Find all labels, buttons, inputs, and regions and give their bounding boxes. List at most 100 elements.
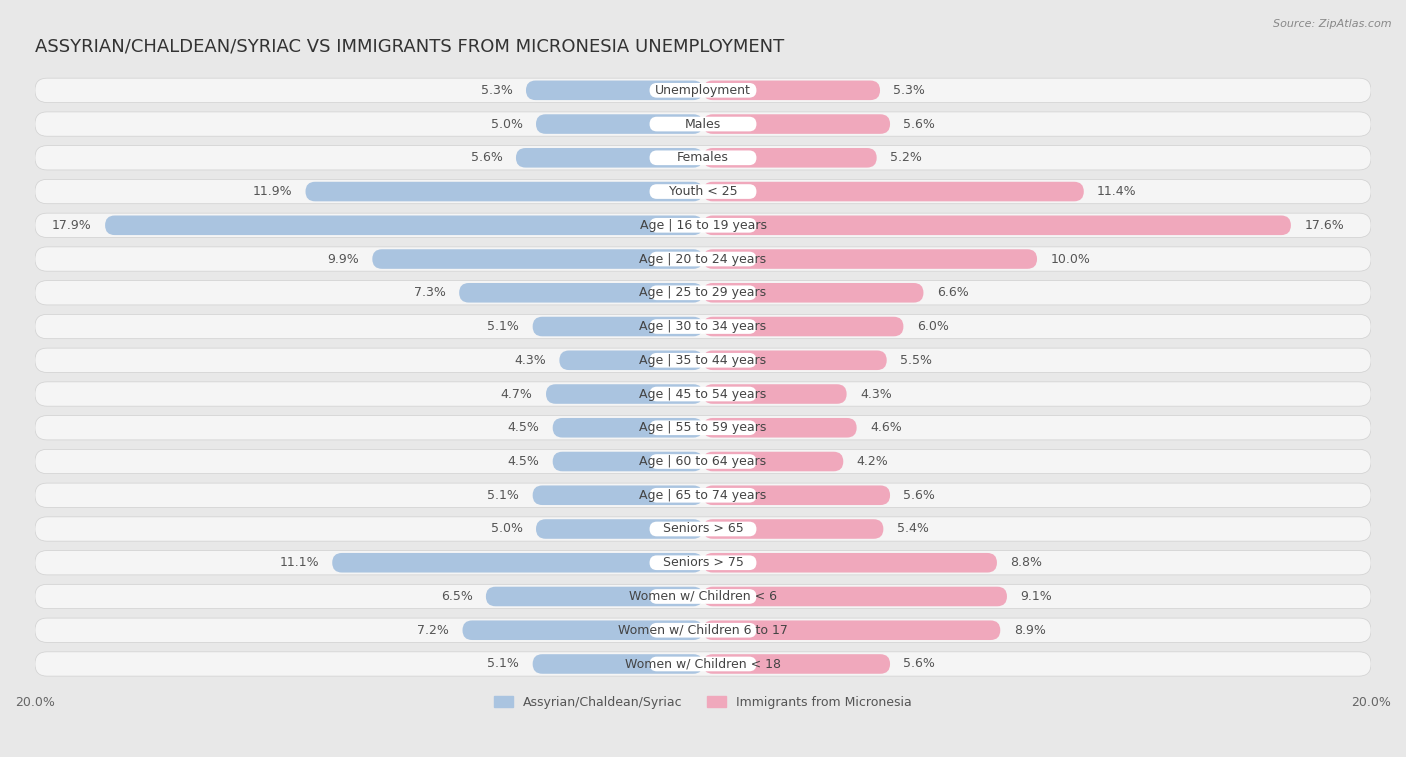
FancyBboxPatch shape [650, 184, 756, 199]
Text: 5.5%: 5.5% [900, 354, 932, 367]
Text: 5.6%: 5.6% [904, 117, 935, 130]
FancyBboxPatch shape [105, 216, 703, 235]
Text: 6.5%: 6.5% [440, 590, 472, 603]
FancyBboxPatch shape [650, 556, 756, 570]
FancyBboxPatch shape [536, 114, 703, 134]
Text: Age | 35 to 44 years: Age | 35 to 44 years [640, 354, 766, 367]
FancyBboxPatch shape [546, 385, 703, 403]
Text: 7.3%: 7.3% [413, 286, 446, 299]
FancyBboxPatch shape [703, 316, 904, 336]
Text: Source: ZipAtlas.com: Source: ZipAtlas.com [1274, 19, 1392, 29]
FancyBboxPatch shape [703, 350, 887, 370]
FancyBboxPatch shape [650, 387, 756, 401]
FancyBboxPatch shape [463, 621, 703, 640]
Text: 5.3%: 5.3% [481, 84, 513, 97]
Text: Women w/ Children < 18: Women w/ Children < 18 [626, 658, 780, 671]
FancyBboxPatch shape [650, 319, 756, 334]
FancyBboxPatch shape [35, 550, 1371, 575]
FancyBboxPatch shape [703, 216, 1291, 235]
Text: Seniors > 75: Seniors > 75 [662, 556, 744, 569]
Text: 5.0%: 5.0% [491, 522, 523, 535]
FancyBboxPatch shape [703, 249, 1038, 269]
Text: 8.9%: 8.9% [1014, 624, 1046, 637]
Text: 5.6%: 5.6% [904, 489, 935, 502]
Text: Women w/ Children < 6: Women w/ Children < 6 [628, 590, 778, 603]
FancyBboxPatch shape [305, 182, 703, 201]
Text: Women w/ Children 6 to 17: Women w/ Children 6 to 17 [619, 624, 787, 637]
Text: Youth < 25: Youth < 25 [669, 185, 737, 198]
FancyBboxPatch shape [703, 148, 877, 167]
FancyBboxPatch shape [650, 151, 756, 165]
FancyBboxPatch shape [650, 420, 756, 435]
FancyBboxPatch shape [35, 145, 1371, 170]
FancyBboxPatch shape [703, 553, 997, 572]
Text: 9.9%: 9.9% [328, 253, 359, 266]
FancyBboxPatch shape [373, 249, 703, 269]
FancyBboxPatch shape [35, 78, 1371, 102]
FancyBboxPatch shape [650, 251, 756, 266]
FancyBboxPatch shape [35, 450, 1371, 474]
FancyBboxPatch shape [35, 584, 1371, 609]
Text: 6.6%: 6.6% [936, 286, 969, 299]
FancyBboxPatch shape [35, 112, 1371, 136]
FancyBboxPatch shape [35, 179, 1371, 204]
Text: 17.9%: 17.9% [52, 219, 91, 232]
Text: 4.7%: 4.7% [501, 388, 533, 400]
FancyBboxPatch shape [703, 283, 924, 303]
FancyBboxPatch shape [35, 281, 1371, 305]
FancyBboxPatch shape [560, 350, 703, 370]
Text: 4.2%: 4.2% [856, 455, 889, 468]
FancyBboxPatch shape [703, 114, 890, 134]
FancyBboxPatch shape [536, 519, 703, 539]
Text: 5.0%: 5.0% [491, 117, 523, 130]
Text: 5.6%: 5.6% [904, 658, 935, 671]
FancyBboxPatch shape [35, 483, 1371, 507]
FancyBboxPatch shape [35, 314, 1371, 338]
FancyBboxPatch shape [703, 485, 890, 505]
Text: Age | 60 to 64 years: Age | 60 to 64 years [640, 455, 766, 468]
FancyBboxPatch shape [703, 182, 1084, 201]
FancyBboxPatch shape [650, 117, 756, 132]
FancyBboxPatch shape [650, 488, 756, 503]
Text: 7.2%: 7.2% [418, 624, 449, 637]
FancyBboxPatch shape [703, 654, 890, 674]
FancyBboxPatch shape [35, 382, 1371, 407]
Text: ASSYRIAN/CHALDEAN/SYRIAC VS IMMIGRANTS FROM MICRONESIA UNEMPLOYMENT: ASSYRIAN/CHALDEAN/SYRIAC VS IMMIGRANTS F… [35, 38, 785, 56]
Text: 4.3%: 4.3% [515, 354, 546, 367]
FancyBboxPatch shape [35, 247, 1371, 271]
Text: 4.5%: 4.5% [508, 455, 540, 468]
Text: Age | 45 to 54 years: Age | 45 to 54 years [640, 388, 766, 400]
Text: 8.8%: 8.8% [1011, 556, 1042, 569]
FancyBboxPatch shape [650, 623, 756, 637]
FancyBboxPatch shape [650, 285, 756, 300]
FancyBboxPatch shape [553, 452, 703, 472]
FancyBboxPatch shape [703, 519, 883, 539]
FancyBboxPatch shape [460, 283, 703, 303]
Text: 9.1%: 9.1% [1021, 590, 1052, 603]
FancyBboxPatch shape [526, 80, 703, 100]
Text: Seniors > 65: Seniors > 65 [662, 522, 744, 535]
FancyBboxPatch shape [650, 454, 756, 469]
FancyBboxPatch shape [35, 618, 1371, 643]
FancyBboxPatch shape [703, 418, 856, 438]
Text: 5.1%: 5.1% [488, 489, 519, 502]
Text: 5.6%: 5.6% [471, 151, 502, 164]
Text: 6.0%: 6.0% [917, 320, 949, 333]
FancyBboxPatch shape [703, 385, 846, 403]
FancyBboxPatch shape [703, 621, 1000, 640]
Text: Age | 65 to 74 years: Age | 65 to 74 years [640, 489, 766, 502]
FancyBboxPatch shape [650, 656, 756, 671]
Text: Females: Females [678, 151, 728, 164]
FancyBboxPatch shape [35, 348, 1371, 372]
Text: 5.4%: 5.4% [897, 522, 928, 535]
Text: Age | 30 to 34 years: Age | 30 to 34 years [640, 320, 766, 333]
FancyBboxPatch shape [703, 80, 880, 100]
Legend: Assyrian/Chaldean/Syriac, Immigrants from Micronesia: Assyrian/Chaldean/Syriac, Immigrants fro… [489, 690, 917, 714]
FancyBboxPatch shape [650, 353, 756, 368]
Text: 5.3%: 5.3% [893, 84, 925, 97]
FancyBboxPatch shape [533, 485, 703, 505]
Text: Age | 20 to 24 years: Age | 20 to 24 years [640, 253, 766, 266]
FancyBboxPatch shape [35, 517, 1371, 541]
FancyBboxPatch shape [35, 652, 1371, 676]
Text: 10.0%: 10.0% [1050, 253, 1090, 266]
